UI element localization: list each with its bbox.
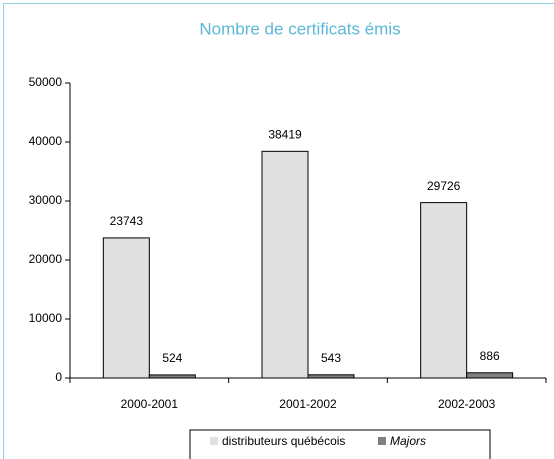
y-tick-label: 50000 [29, 75, 63, 89]
value-label: 38419 [268, 127, 302, 141]
value-label: 886 [480, 349, 500, 363]
y-tick-label: 20000 [29, 252, 63, 266]
legend-label: Majors [390, 434, 426, 448]
bar [261, 150, 309, 379]
bar [102, 237, 150, 379]
value-label: 23743 [110, 214, 144, 228]
x-tick-label: 2002-2003 [438, 397, 496, 411]
bar [307, 374, 355, 379]
chart-frame [3, 3, 554, 459]
y-tick-label: 10000 [29, 311, 63, 325]
value-label: 543 [321, 351, 341, 365]
legend-label: distributeurs québécois [222, 434, 345, 448]
y-tick-label: 0 [55, 370, 62, 384]
y-tick-label: 40000 [29, 134, 63, 148]
value-label: 29726 [427, 179, 461, 193]
legend-swatch [210, 437, 218, 445]
x-tick-label: 2001-2002 [279, 397, 337, 411]
chart-title: Nombre de certificats émis [199, 19, 400, 38]
x-tick-label: 2000-2001 [121, 397, 179, 411]
bar [466, 372, 514, 379]
bar [148, 374, 196, 379]
legend-box [189, 429, 491, 459]
legend-swatch [378, 437, 386, 445]
bar [420, 202, 468, 379]
value-label: 524 [162, 351, 182, 365]
y-tick-label: 30000 [29, 193, 63, 207]
